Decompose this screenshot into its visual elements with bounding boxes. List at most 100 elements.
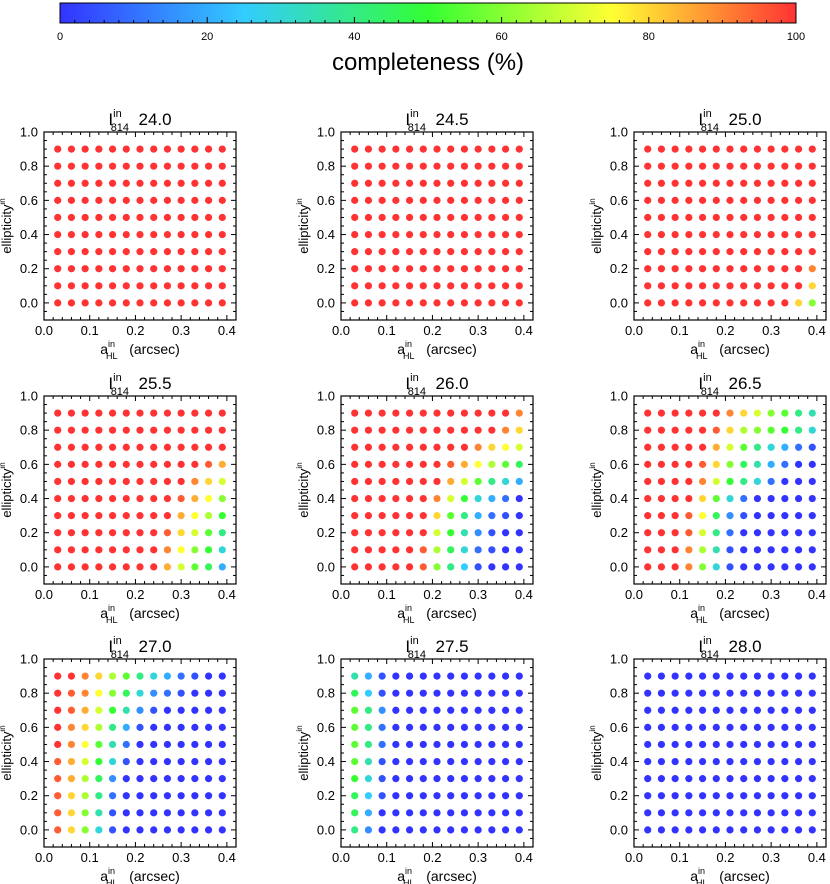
data-point <box>136 265 144 273</box>
data-point <box>364 299 373 307</box>
data-point <box>433 826 441 834</box>
data-point <box>501 162 510 170</box>
data-point <box>808 179 816 187</box>
data-point <box>136 494 144 503</box>
data-point <box>177 546 185 554</box>
data-point <box>488 529 496 537</box>
data-point <box>108 230 117 239</box>
data-point <box>447 162 455 170</box>
data-point <box>54 689 62 697</box>
data-point <box>95 689 103 697</box>
data-point <box>515 145 523 153</box>
data-point <box>698 792 707 800</box>
data-point <box>433 775 441 783</box>
data-point <box>122 757 130 766</box>
data-point <box>122 145 130 153</box>
data-point <box>67 248 76 256</box>
data-point <box>163 826 172 834</box>
data-point <box>767 426 775 434</box>
data-point <box>726 672 734 680</box>
data-point <box>163 740 172 749</box>
data-point <box>392 512 400 520</box>
data-point <box>781 162 789 170</box>
data-point <box>685 740 693 749</box>
data-point <box>433 162 441 170</box>
data-point <box>698 460 707 468</box>
data-point <box>644 809 652 817</box>
data-point <box>781 723 789 731</box>
data-point <box>191 494 199 503</box>
data-point <box>122 162 130 170</box>
data-point <box>698 265 707 273</box>
data-point <box>740 689 748 697</box>
data-point <box>644 248 652 256</box>
data-point <box>740 179 748 187</box>
data-point <box>657 443 666 451</box>
data-point <box>191 299 199 307</box>
data-point <box>108 477 117 486</box>
data-point <box>405 512 414 520</box>
data-point <box>644 460 652 468</box>
data-point <box>698 282 707 290</box>
data-point <box>753 706 762 714</box>
data-point <box>488 546 496 554</box>
data-point <box>204 775 213 783</box>
data-point <box>767 494 775 503</box>
data-point <box>657 757 666 766</box>
data-point <box>644 162 652 170</box>
data-point <box>644 282 652 290</box>
data-point <box>163 162 172 170</box>
y-tick-label: 0.2 <box>610 788 628 803</box>
data-point <box>419 706 427 714</box>
data-point <box>392 248 400 256</box>
data-point <box>726 826 734 834</box>
data-point <box>698 162 707 170</box>
data-point <box>122 792 130 800</box>
y-tick-label: 0.2 <box>20 525 38 540</box>
data-point <box>67 426 76 434</box>
data-point <box>447 809 455 817</box>
data-point <box>351 546 359 554</box>
plot-frame <box>340 395 534 585</box>
y-tick-label: 0.0 <box>20 559 38 574</box>
data-point <box>108 723 117 731</box>
data-point <box>136 792 144 800</box>
data-point <box>218 757 226 766</box>
data-point <box>781 757 789 766</box>
data-point <box>808 299 816 307</box>
data-point <box>726 213 734 222</box>
data-point <box>419 248 427 256</box>
data-point <box>122 179 130 187</box>
data-point <box>378 689 386 697</box>
data-point <box>378 546 386 554</box>
data-point <box>447 706 455 714</box>
data-point <box>808 426 816 434</box>
data-point <box>447 757 455 766</box>
data-point <box>488 230 496 239</box>
data-point <box>108 248 117 256</box>
data-point <box>95 775 103 783</box>
data-point <box>515 775 523 783</box>
data-point <box>515 248 523 256</box>
data-point <box>419 460 427 468</box>
data-point <box>364 196 373 204</box>
x-tick-label: 0.2 <box>126 323 144 338</box>
plot-frame <box>340 658 534 848</box>
data-point <box>685 162 693 170</box>
x-tick-label: 0.4 <box>218 850 236 865</box>
data-point <box>122 282 130 290</box>
x-axis-label: ain HL (arcsec) <box>397 603 477 625</box>
data-point <box>378 792 386 800</box>
data-point <box>794 757 803 766</box>
x-tick-label: 0.0 <box>35 850 53 865</box>
data-point <box>136 563 144 571</box>
data-point <box>364 563 373 571</box>
data-point <box>433 179 441 187</box>
data-point <box>95 512 103 520</box>
data-point <box>405 162 414 170</box>
data-point <box>447 265 455 273</box>
data-point <box>364 248 373 256</box>
data-point <box>474 179 482 187</box>
data-point <box>447 230 455 239</box>
data-point <box>657 162 666 170</box>
